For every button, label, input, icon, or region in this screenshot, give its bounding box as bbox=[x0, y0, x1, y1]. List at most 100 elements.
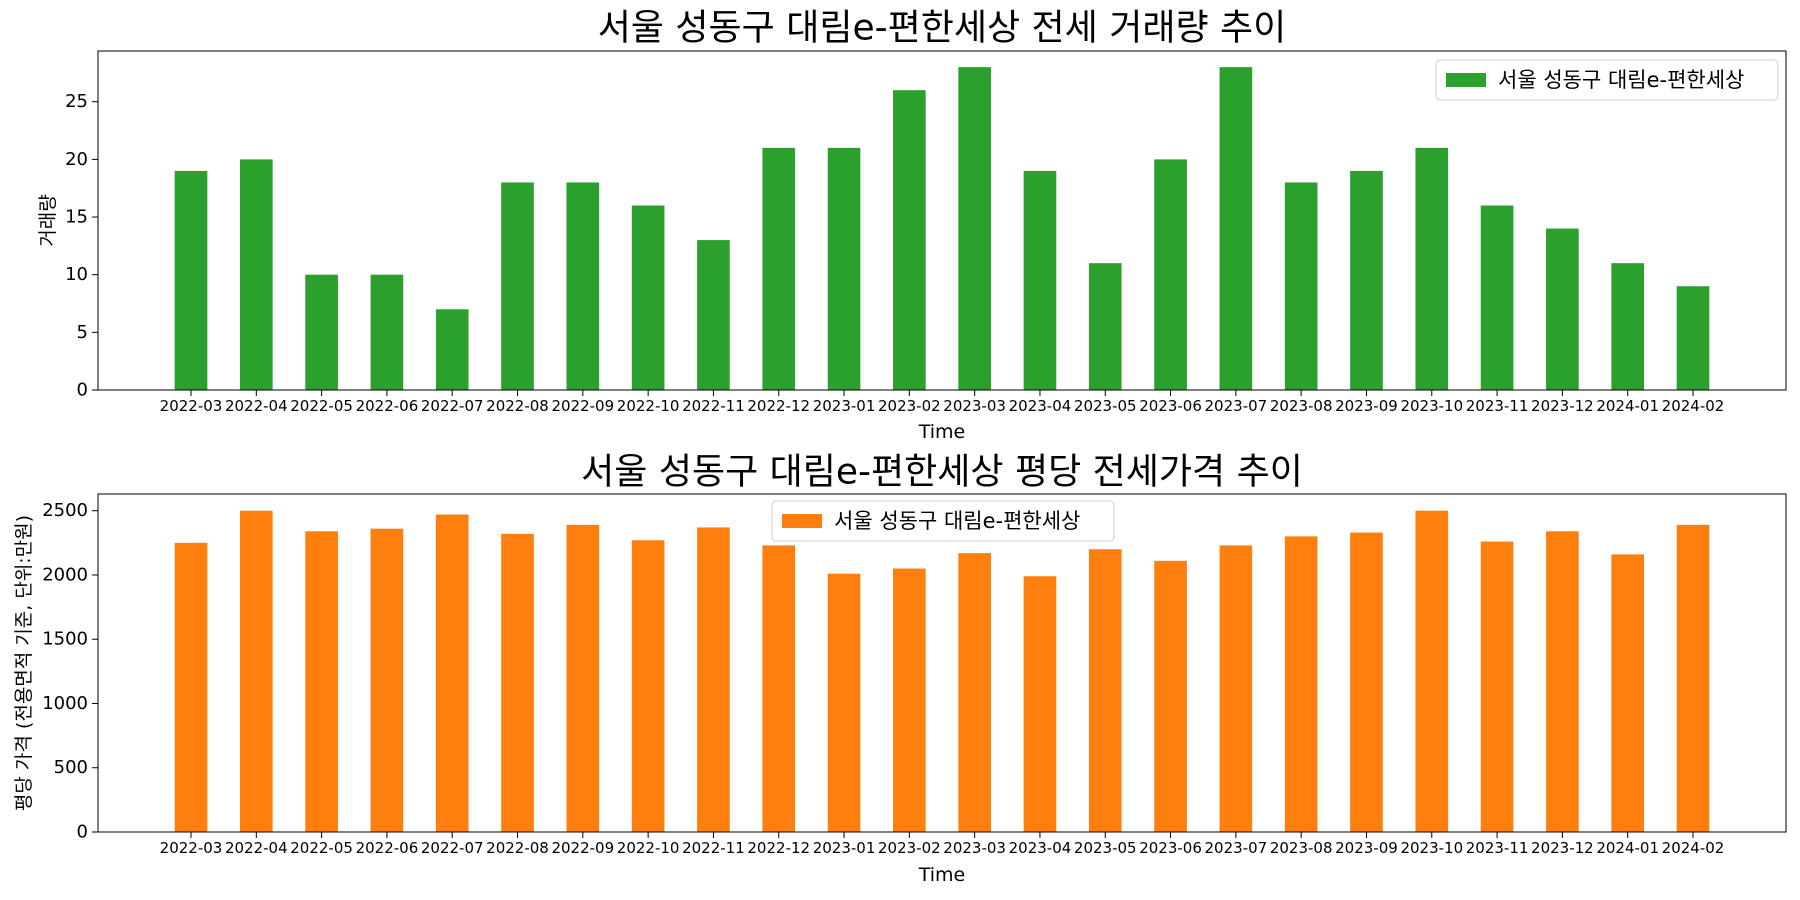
bar bbox=[1415, 147, 1449, 390]
x-tick-label: 2023-06 bbox=[1139, 839, 1202, 857]
bar bbox=[174, 170, 208, 390]
bar bbox=[239, 510, 273, 832]
bar bbox=[1284, 182, 1318, 390]
y-tick-label: 500 bbox=[54, 757, 88, 778]
x-tick-label: 2022-03 bbox=[160, 839, 223, 857]
y-tick-label: 20 bbox=[65, 149, 88, 170]
bar bbox=[370, 274, 404, 390]
bar bbox=[958, 553, 991, 832]
x-tick-label: 2023-11 bbox=[1466, 397, 1529, 415]
x-tick-label: 2023-09 bbox=[1335, 397, 1398, 415]
bar bbox=[1088, 263, 1122, 390]
x-tick-label: 2024-02 bbox=[1662, 839, 1725, 857]
x-tick-label: 2022-06 bbox=[356, 397, 419, 415]
legend: 서울 성동구 대림e-편한세상 bbox=[771, 500, 1115, 542]
x-tick-label: 2022-04 bbox=[225, 397, 288, 415]
y-axis-label: 거래량 bbox=[37, 194, 59, 246]
x-tick-label: 2022-08 bbox=[486, 397, 549, 415]
legend-box bbox=[771, 500, 1115, 542]
x-tick-label: 2023-09 bbox=[1335, 839, 1398, 857]
x-tick-label: 2023-06 bbox=[1139, 397, 1202, 415]
bar bbox=[566, 182, 600, 390]
x-tick-label: 2023-02 bbox=[878, 839, 941, 857]
x-tick-label: 2023-11 bbox=[1466, 839, 1529, 857]
y-tick-label: 1000 bbox=[42, 693, 88, 714]
bar bbox=[305, 531, 338, 832]
x-tick-label: 2022-06 bbox=[356, 839, 419, 857]
price-chart: 서울 성동구 대림e-편한세상 평당 전세가격 추이 0 500 1000 1500 20… bbox=[13, 452, 1787, 886]
plot-frame bbox=[97, 493, 1787, 833]
y-tick-label: 25 bbox=[65, 91, 88, 112]
bar bbox=[697, 240, 730, 390]
bar bbox=[1088, 549, 1122, 832]
bar bbox=[1023, 576, 1057, 832]
x-tick-label: 2022-05 bbox=[290, 839, 353, 857]
y-tick-label: 2500 bbox=[42, 500, 88, 521]
bar bbox=[501, 533, 534, 832]
x-tick-label: 2023-04 bbox=[1009, 839, 1072, 857]
bar bbox=[1154, 159, 1187, 390]
x-tick-label: 2023-01 bbox=[813, 397, 876, 415]
legend: 서울 성동구 대림e-편한세상 bbox=[1435, 59, 1779, 101]
x-tick-label: 2023-12 bbox=[1531, 397, 1594, 415]
bar bbox=[631, 540, 665, 832]
bar bbox=[239, 159, 273, 390]
bar bbox=[893, 568, 926, 832]
y-tick-label: 5 bbox=[77, 322, 88, 343]
bar bbox=[1219, 545, 1253, 832]
bar bbox=[631, 205, 665, 390]
bar bbox=[174, 542, 208, 832]
bar bbox=[1546, 228, 1579, 390]
x-tick-label: 2023-03 bbox=[943, 397, 1006, 415]
bar bbox=[370, 528, 404, 832]
bar bbox=[762, 147, 796, 390]
x-tick-label: 2022-11 bbox=[682, 839, 745, 857]
x-tick-label: 2023-08 bbox=[1270, 839, 1333, 857]
chart-title: 서울 성동구 대림e-편한세상 평당 전세가격 추이 bbox=[581, 452, 1303, 493]
y-tick-label: 10 bbox=[65, 264, 88, 285]
bar bbox=[501, 182, 534, 390]
bar bbox=[762, 545, 796, 832]
x-tick-label: 2022-10 bbox=[617, 839, 680, 857]
x-tick-label: 2023-04 bbox=[1009, 397, 1072, 415]
y-tick-label: 0 bbox=[77, 822, 88, 843]
y-tick-label: 2000 bbox=[42, 564, 88, 585]
bar bbox=[1284, 536, 1318, 832]
volume-chart: 서울 성동구 대림e-편한세상 전세 거래량 추이 0 5 10 15 20 25 2022-… bbox=[37, 8, 1787, 443]
x-axis-label: Time bbox=[918, 864, 966, 886]
x-tick-label: 2023-03 bbox=[943, 839, 1006, 857]
bar bbox=[1350, 170, 1383, 390]
x-tick-label: 2022-04 bbox=[225, 839, 288, 857]
x-tick-label: 2022-03 bbox=[160, 397, 223, 415]
bar bbox=[1676, 524, 1710, 832]
plot-frame bbox=[97, 50, 1787, 391]
bar bbox=[1154, 560, 1187, 832]
x-tick-label: 2022-08 bbox=[486, 839, 549, 857]
legend-box bbox=[1435, 59, 1779, 101]
x-tick-label: 2024-02 bbox=[1662, 397, 1725, 415]
x-tick-label: 2022-12 bbox=[747, 839, 810, 857]
bar bbox=[305, 274, 338, 390]
bar bbox=[1480, 205, 1514, 390]
x-tick-label: 2023-07 bbox=[1205, 397, 1268, 415]
x-tick-label: 2023-10 bbox=[1400, 839, 1463, 857]
x-tick-label: 2022-09 bbox=[551, 397, 614, 415]
bar bbox=[435, 514, 469, 832]
x-tick-label: 2022-07 bbox=[421, 397, 484, 415]
x-tick-label: 2022-12 bbox=[747, 397, 810, 415]
bar bbox=[827, 573, 861, 832]
legend-label: 서울 성동구 대림e-편한세상 bbox=[1498, 68, 1744, 92]
y-tick-label: 15 bbox=[65, 207, 88, 228]
x-tick-label: 2024-01 bbox=[1596, 839, 1659, 857]
bar bbox=[1023, 170, 1057, 390]
x-tick-label: 2023-01 bbox=[813, 839, 876, 857]
x-tick-label: 2022-11 bbox=[682, 397, 745, 415]
bar bbox=[1480, 541, 1514, 832]
x-tick-label: 2022-07 bbox=[421, 839, 484, 857]
y-tick-label: 1500 bbox=[42, 629, 88, 650]
bar bbox=[435, 309, 469, 390]
x-tick-label: 2022-05 bbox=[290, 397, 353, 415]
bar bbox=[1676, 286, 1710, 390]
bar bbox=[1546, 531, 1579, 832]
x-tick-label: 2024-01 bbox=[1596, 397, 1659, 415]
